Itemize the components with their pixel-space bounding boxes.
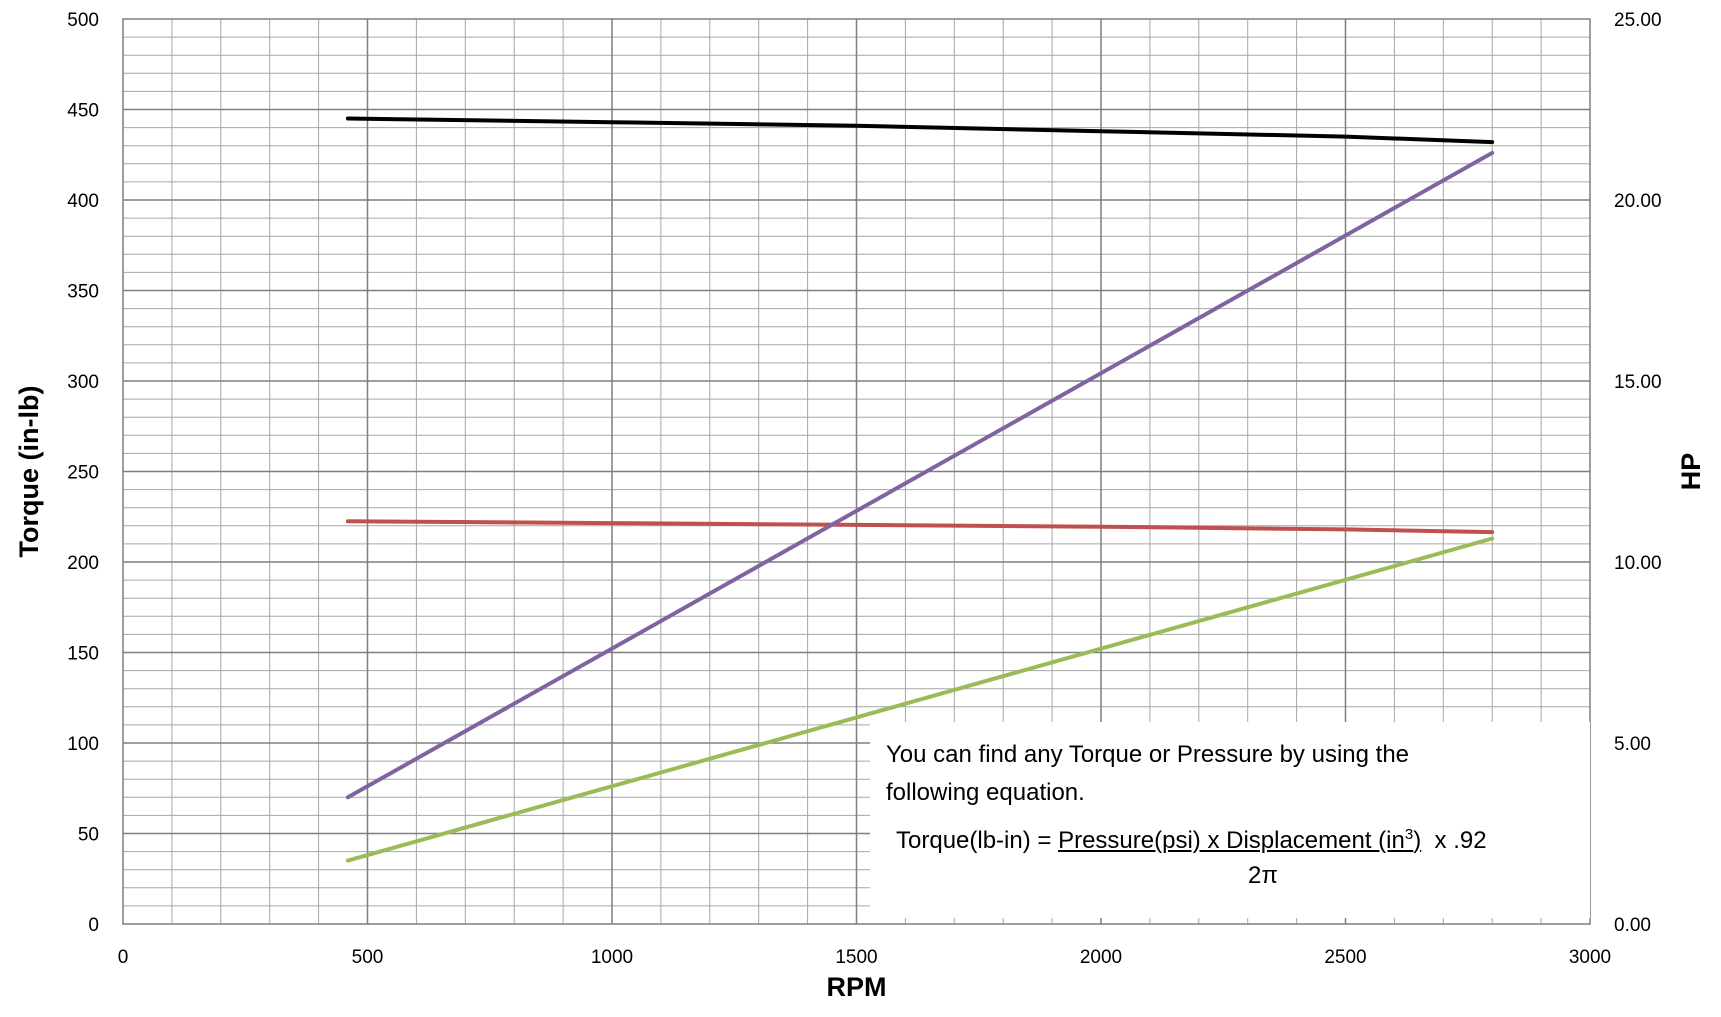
- x-tick-label: 2000: [1080, 947, 1122, 968]
- y2-tick-labels: 0.00 5.00 10.00 15.00 20.00 25.00: [1614, 10, 1662, 936]
- y-tick-label: 50: [78, 825, 99, 846]
- y2-tick-label: 25.00: [1614, 10, 1662, 31]
- y-tick-label: 250: [67, 463, 99, 484]
- equation-lhs: Torque(lb-in) =: [896, 827, 1059, 854]
- equation-factor: x .92: [1421, 827, 1487, 854]
- y-tick-label: 100: [67, 734, 99, 755]
- y-tick-label: 500: [67, 10, 99, 31]
- y-tick-label: 400: [67, 191, 99, 212]
- note-text: You can find any Torque or Pressure by u…: [886, 741, 1410, 806]
- equation-denominator: 2π: [1248, 862, 1278, 889]
- y2-axis-title: HP: [1676, 453, 1706, 491]
- x-tick-label: 1500: [835, 947, 877, 968]
- series-line-1: [345, 116, 1495, 145]
- y2-tick-label: 20.00: [1614, 191, 1662, 212]
- y-tick-label: 300: [67, 372, 99, 393]
- series-line-3: [345, 150, 1495, 800]
- y-tick-label: 150: [67, 644, 99, 665]
- y2-tick-label: 0.00: [1614, 915, 1651, 936]
- major-grid: [123, 19, 1590, 924]
- x-tick-label: 2500: [1324, 947, 1366, 968]
- y-tick-label: 200: [67, 553, 99, 574]
- x-tick-label: 500: [352, 947, 384, 968]
- y-axis-title: Torque (in-lb): [14, 386, 44, 558]
- y2-tick-label: 15.00: [1614, 372, 1662, 393]
- equation-numerator-text: Pressure(psi) x Displacement (in: [1058, 827, 1405, 854]
- y-tick-label: 450: [67, 101, 99, 122]
- x-tick-labels: 0 500 1000 1500 2000 2500 3000: [118, 947, 1611, 968]
- equation-numerator: Pressure(psi) x Displacement (in3): [1058, 826, 1422, 854]
- y-tick-labels: 0 50 100 150 200 250 300 350 400 450 500: [67, 10, 99, 936]
- y-tick-label: 0: [88, 915, 99, 936]
- y2-tick-label: 10.00: [1614, 553, 1662, 574]
- equation-close-paren: ): [1413, 827, 1422, 854]
- x-axis-title: RPM: [827, 972, 887, 1002]
- plot-frame: [122, 18, 1591, 925]
- y-tick-label: 350: [67, 282, 99, 303]
- series-line-2: [345, 519, 1495, 535]
- equation-note: You can find any Torque or Pressure by u…: [870, 722, 1590, 918]
- series-layer: [345, 116, 1495, 863]
- x-tick-label: 1000: [591, 947, 633, 968]
- y2-tick-label: 5.00: [1614, 734, 1651, 755]
- series-line-4: [345, 536, 1495, 863]
- x-tick-label: 3000: [1569, 947, 1611, 968]
- x-tick-label: 0: [118, 947, 129, 968]
- equation-superscript: 3: [1404, 826, 1414, 843]
- equation-line: Torque(lb-in) = Pressure(psi) x Displace…: [896, 826, 1487, 855]
